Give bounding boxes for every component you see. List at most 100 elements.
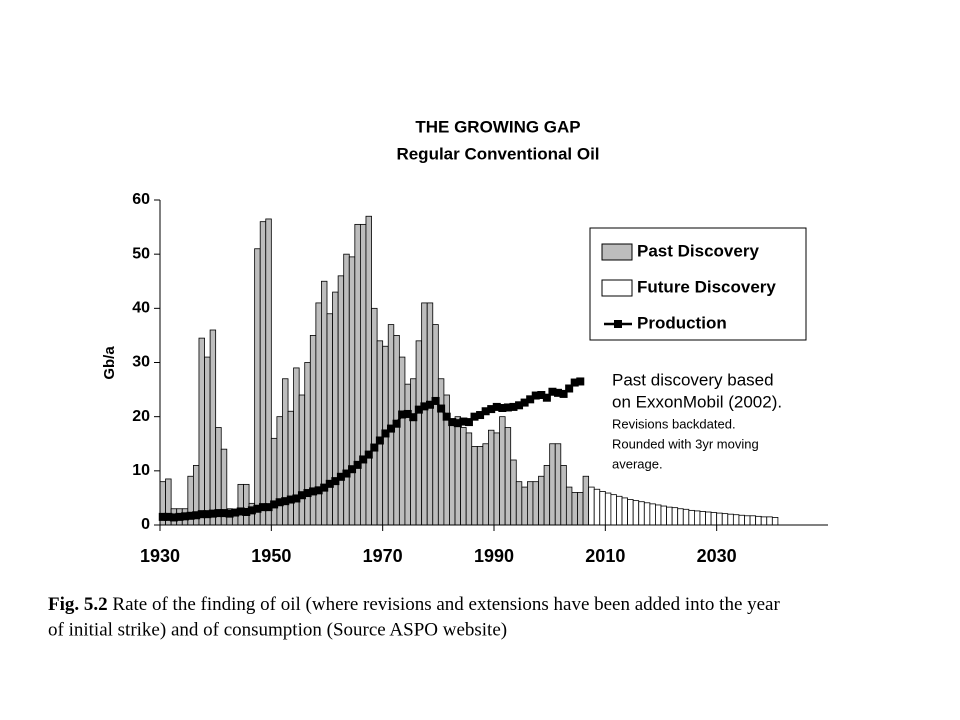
bar [621,497,628,526]
marker [231,508,240,517]
caption: Fig. 5.2 Rate of the finding of oil (whe… [48,594,780,615]
marker [570,378,579,387]
bar [727,513,734,526]
bar [738,514,745,526]
bar [504,427,512,526]
marker [297,491,306,500]
marker [275,498,284,507]
marker [542,393,551,402]
marker [203,510,212,519]
bar [710,512,718,526]
marker [264,503,273,512]
marker [548,387,557,396]
marker [258,503,267,512]
bar [638,501,645,526]
caption-label: Fig. 5.2 [48,594,108,615]
bar [410,378,417,526]
chart-subtitle: Regular Conventional Oil [396,144,599,163]
bar [721,513,729,526]
bar [755,515,762,526]
bar [538,475,545,526]
bar [515,481,523,526]
bar [276,416,283,526]
legend-label: Past Discovery [637,241,759,260]
bar [705,511,712,526]
bar [259,221,267,526]
x-tick-label: 1970 [363,546,403,566]
annotation: on ExxonMobil (2002). [612,392,782,411]
bar [554,443,562,526]
bar [677,508,684,526]
marker [453,419,462,428]
marker [158,512,167,521]
marker [481,407,490,416]
marker [270,500,279,509]
bar [426,302,434,526]
marker [437,404,446,413]
y-tick-label: 50 [132,245,150,262]
bar [655,504,662,526]
marker [476,411,485,420]
bar [571,492,578,526]
caption-line: Rate of the finding of oil (where revisi… [112,594,780,615]
bar [454,416,461,526]
marker [425,400,434,409]
bar [343,253,350,526]
marker [370,443,379,452]
bar [304,362,311,526]
annotation: average. [612,456,663,471]
bar [298,394,306,526]
bar [599,491,606,526]
bar [243,483,250,526]
bar [371,307,378,526]
bar [326,313,333,526]
bar [354,223,361,526]
marker [398,410,407,419]
y-tick-label: 30 [132,354,150,371]
bar [337,275,345,526]
marker [487,405,496,414]
marker [242,508,251,516]
marker [470,412,479,421]
marker [342,469,351,478]
bar [493,432,500,526]
marker [208,509,217,518]
marker [565,384,574,393]
marker [181,512,190,521]
x-tick-label: 2010 [585,546,625,566]
bar [688,509,695,526]
marker [520,398,529,407]
marker [236,507,245,516]
marker [214,509,223,518]
marker [515,401,524,410]
marker [403,409,412,418]
marker [164,512,173,521]
bar [577,492,584,526]
marker [303,489,312,498]
bar [465,432,473,526]
bar [565,486,573,526]
x-tick-label: 1990 [474,546,514,566]
bar [627,499,634,526]
bar [488,429,495,526]
bar [198,337,205,526]
marker [526,395,535,404]
bar [404,383,411,526]
bar [204,356,211,526]
bar [521,486,528,526]
marker [381,429,390,438]
bar [671,507,679,526]
bar [348,256,356,526]
bar [771,517,779,526]
bar [588,486,595,526]
bar [421,302,428,526]
bar [209,329,217,526]
bar [766,516,773,526]
marker [509,402,518,411]
marker [392,419,401,428]
marker [320,483,329,492]
bar [749,515,757,526]
x-tick-label: 2030 [697,546,737,566]
bar [432,324,439,526]
bar [549,443,556,526]
